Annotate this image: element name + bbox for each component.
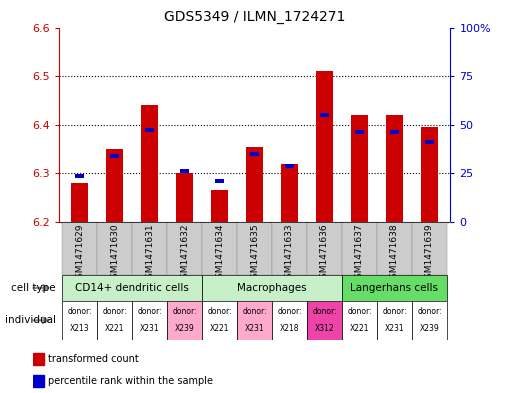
Bar [425,140,434,144]
Text: individual: individual [5,315,56,325]
Bar [202,222,237,275]
Text: X221: X221 [210,325,229,333]
Bar [75,174,84,178]
Text: GSM1471634: GSM1471634 [215,224,224,284]
Text: donor:: donor: [137,307,162,316]
Bar [62,275,202,301]
Bar [377,222,412,275]
Bar [97,222,132,275]
Text: Langerhans cells: Langerhans cells [351,283,438,293]
Bar [33,375,44,387]
Bar [272,222,307,275]
Text: percentile rank within the sample: percentile rank within the sample [48,376,213,386]
Title: GDS5349 / ILMN_1724271: GDS5349 / ILMN_1724271 [164,10,345,24]
Bar [167,222,202,275]
Bar [390,130,399,134]
Text: donor:: donor: [102,307,127,316]
Text: donor:: donor: [207,307,232,316]
Text: X312: X312 [315,325,334,333]
Text: GSM1471633: GSM1471633 [285,224,294,284]
Text: GSM1471630: GSM1471630 [110,224,119,284]
Text: X239: X239 [419,325,439,333]
Text: cell type: cell type [11,283,56,293]
Bar [307,301,342,340]
Text: Macrophages: Macrophages [237,283,307,293]
Text: GSM1471639: GSM1471639 [425,224,434,284]
Bar [237,222,272,275]
Text: GSM1471631: GSM1471631 [145,224,154,284]
Text: X218: X218 [280,325,299,333]
Bar [342,275,447,301]
Bar [307,222,342,275]
Text: X231: X231 [245,325,264,333]
Text: GSM1471637: GSM1471637 [355,224,364,284]
Bar [176,173,193,222]
Bar [412,222,447,275]
Bar [202,275,342,301]
Bar [141,105,158,222]
Text: donor:: donor: [277,307,302,316]
Bar [62,301,97,340]
Bar [421,127,438,222]
Bar [285,164,294,168]
Bar [237,301,272,340]
Text: transformed count: transformed count [48,354,139,364]
Text: X231: X231 [385,325,404,333]
Bar [250,152,259,156]
Text: GSM1471636: GSM1471636 [320,224,329,284]
Bar [180,169,189,173]
Text: X239: X239 [175,325,194,333]
Bar [33,353,44,365]
Bar [145,128,154,132]
Text: X231: X231 [139,325,159,333]
Text: donor:: donor: [417,307,442,316]
Text: donor:: donor: [172,307,197,316]
Text: GSM1471635: GSM1471635 [250,224,259,284]
Bar [202,301,237,340]
Bar [377,301,412,340]
Text: X221: X221 [350,325,369,333]
Bar [355,130,364,134]
Bar [110,154,119,158]
Bar [386,115,403,222]
Bar [342,222,377,275]
Bar [342,301,377,340]
Bar [132,222,167,275]
Bar [71,183,88,222]
Bar [281,164,298,222]
Text: donor:: donor: [347,307,372,316]
Text: donor:: donor: [242,307,267,316]
Text: donor:: donor: [67,307,92,316]
Bar [215,179,224,183]
Bar [412,301,447,340]
Bar [272,301,307,340]
Bar [320,113,329,117]
Bar [97,301,132,340]
Bar [106,149,123,222]
Bar [62,222,97,275]
Text: CD14+ dendritic cells: CD14+ dendritic cells [75,283,189,293]
Text: X213: X213 [70,325,90,333]
Bar [246,147,263,222]
Text: donor:: donor: [382,307,407,316]
Text: X221: X221 [105,325,124,333]
Bar [316,71,333,222]
Bar [132,301,167,340]
Bar [351,115,368,222]
Text: GSM1471629: GSM1471629 [75,224,84,284]
Bar [167,301,202,340]
Text: GSM1471632: GSM1471632 [180,224,189,284]
Bar [211,191,228,222]
Text: donor:: donor: [312,307,337,316]
Text: GSM1471638: GSM1471638 [390,224,399,284]
